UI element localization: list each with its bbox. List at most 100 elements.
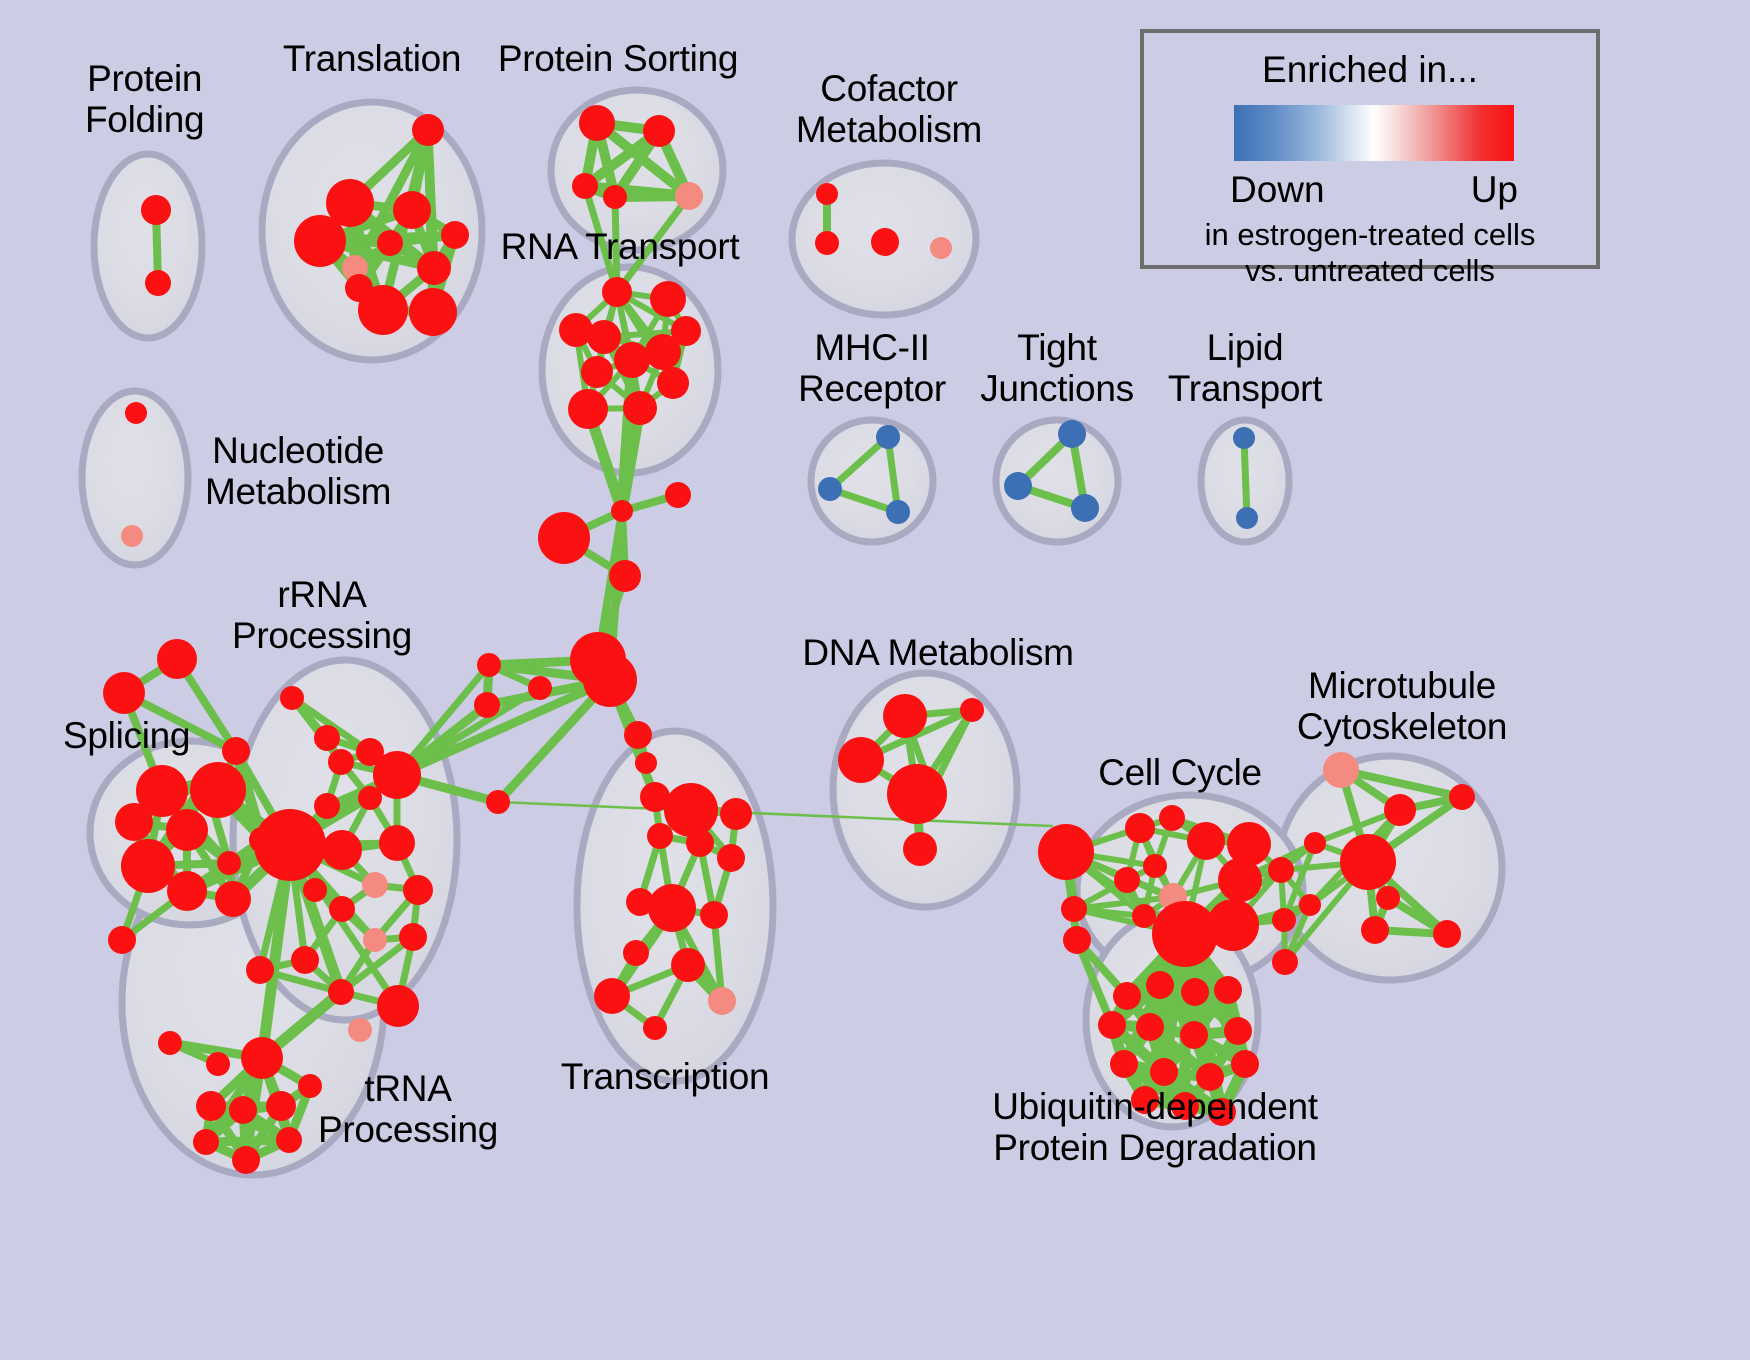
node bbox=[816, 183, 838, 205]
node bbox=[486, 790, 510, 814]
node bbox=[602, 277, 632, 307]
node bbox=[1125, 813, 1155, 843]
node bbox=[717, 844, 745, 872]
cluster-label-trna-processing: tRNA Processing bbox=[318, 1068, 499, 1150]
node bbox=[1004, 472, 1032, 500]
node bbox=[528, 676, 552, 700]
node bbox=[379, 825, 415, 861]
node bbox=[609, 560, 641, 592]
node bbox=[640, 782, 670, 812]
node bbox=[1233, 427, 1255, 449]
node bbox=[1268, 857, 1294, 883]
node bbox=[1224, 1017, 1252, 1045]
node bbox=[579, 105, 615, 141]
node bbox=[1098, 1011, 1126, 1039]
node bbox=[1171, 1092, 1199, 1120]
node bbox=[314, 793, 340, 819]
cluster-label-cell-cycle: Cell Cycle bbox=[1098, 752, 1262, 793]
node bbox=[1152, 901, 1218, 967]
node bbox=[1196, 1063, 1224, 1091]
node bbox=[217, 851, 241, 875]
node bbox=[399, 923, 427, 951]
node bbox=[1208, 1098, 1236, 1126]
node bbox=[103, 672, 145, 714]
node bbox=[1136, 1013, 1164, 1041]
node bbox=[358, 786, 382, 810]
node bbox=[291, 946, 319, 974]
node bbox=[1304, 832, 1326, 854]
node bbox=[373, 751, 421, 799]
node bbox=[115, 803, 153, 841]
node bbox=[572, 173, 598, 199]
legend-high-label: Up bbox=[1470, 169, 1518, 210]
node bbox=[294, 215, 346, 267]
node bbox=[206, 1052, 230, 1076]
node bbox=[1323, 752, 1359, 788]
node bbox=[1058, 420, 1086, 448]
node bbox=[1449, 784, 1475, 810]
node bbox=[1207, 899, 1259, 951]
node bbox=[254, 809, 326, 881]
cluster-label-ubiquitin-degradation: Ubiquitin-dependent Protein Degradation bbox=[992, 1086, 1318, 1168]
node bbox=[1038, 824, 1094, 880]
node bbox=[838, 737, 884, 783]
node bbox=[393, 191, 431, 229]
node bbox=[145, 270, 171, 296]
node bbox=[594, 978, 630, 1014]
node bbox=[196, 1091, 226, 1121]
node bbox=[1231, 1050, 1259, 1078]
node bbox=[1063, 926, 1091, 954]
node bbox=[232, 1146, 260, 1174]
node bbox=[417, 251, 451, 285]
node bbox=[1272, 949, 1298, 975]
node bbox=[1131, 1086, 1159, 1114]
node bbox=[614, 342, 650, 378]
node bbox=[624, 721, 652, 749]
node bbox=[815, 231, 839, 255]
node bbox=[657, 367, 689, 399]
node bbox=[215, 881, 251, 917]
cluster-label-rrna-processing: rRNA Processing bbox=[231, 574, 413, 656]
legend-low-label: Down bbox=[1230, 169, 1325, 210]
cluster-blob-nucleotide bbox=[78, 387, 192, 569]
node bbox=[1376, 886, 1400, 910]
node bbox=[886, 500, 910, 524]
node bbox=[671, 316, 701, 346]
node bbox=[108, 926, 136, 954]
node bbox=[1132, 904, 1156, 928]
node bbox=[1180, 1021, 1208, 1049]
node bbox=[650, 281, 686, 317]
node bbox=[686, 829, 714, 857]
node bbox=[643, 1016, 667, 1040]
node bbox=[623, 940, 649, 966]
node bbox=[603, 185, 627, 209]
cluster-label-rna-transport: RNA Transport bbox=[500, 226, 740, 267]
node bbox=[1146, 971, 1174, 999]
node bbox=[322, 830, 362, 870]
node bbox=[229, 1096, 257, 1124]
legend-title: Enriched in... bbox=[1262, 49, 1478, 90]
cluster-label-tight-junctions: Tight Junctions bbox=[980, 327, 1134, 409]
node bbox=[193, 1129, 219, 1155]
node bbox=[303, 878, 327, 902]
node bbox=[280, 686, 304, 710]
node bbox=[362, 872, 388, 898]
node bbox=[326, 179, 374, 227]
node bbox=[538, 512, 590, 564]
node bbox=[246, 956, 274, 984]
node bbox=[581, 356, 613, 388]
node bbox=[623, 391, 657, 425]
node bbox=[720, 798, 752, 830]
node bbox=[675, 182, 703, 210]
cluster-label-lipid-transport: Lipid Transport bbox=[1167, 327, 1323, 409]
node bbox=[1214, 976, 1242, 1004]
node bbox=[1159, 805, 1185, 831]
node bbox=[298, 1074, 322, 1098]
node bbox=[1110, 1050, 1138, 1078]
node bbox=[167, 871, 207, 911]
cluster-label-translation: Translation bbox=[282, 38, 462, 79]
node bbox=[158, 1031, 182, 1055]
node bbox=[377, 985, 419, 1027]
node bbox=[583, 653, 637, 707]
